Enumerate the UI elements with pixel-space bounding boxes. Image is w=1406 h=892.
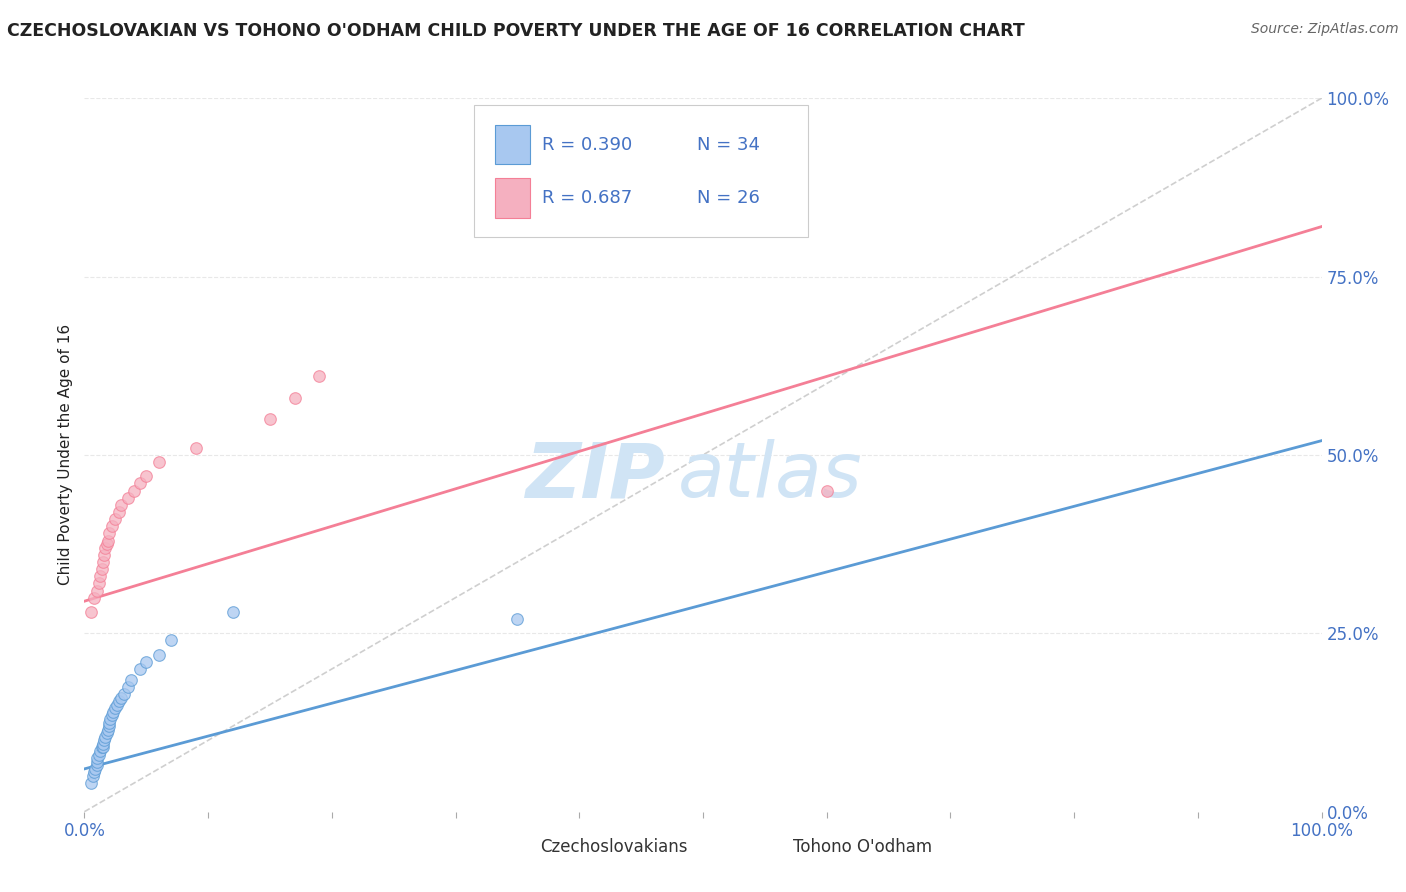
Point	[506, 612, 529, 626]
Point	[101, 705, 124, 719]
Point	[83, 765, 105, 780]
Text: CZECHOSLOVAKIAN VS TOHONO O'ODHAM CHILD POVERTY UNDER THE AGE OF 16 CORRELATION : CZECHOSLOVAKIAN VS TOHONO O'ODHAM CHILD …	[7, 22, 1025, 40]
Point	[86, 758, 108, 772]
Text: Czechoslovakians: Czechoslovakians	[540, 838, 688, 856]
Point	[86, 751, 108, 765]
Point	[105, 698, 128, 712]
Point	[160, 633, 183, 648]
Text: R = 0.687: R = 0.687	[543, 189, 633, 207]
Point	[93, 733, 115, 747]
Point	[112, 687, 135, 701]
Point	[104, 512, 127, 526]
Text: N = 26: N = 26	[697, 189, 759, 207]
Point	[259, 412, 281, 426]
Point	[83, 591, 105, 605]
Text: ZIP: ZIP	[526, 440, 666, 513]
Point	[89, 569, 111, 583]
Point	[84, 762, 107, 776]
Point	[97, 723, 120, 737]
Point	[89, 747, 111, 762]
Point	[120, 673, 142, 687]
Y-axis label: Child Poverty Under the Age of 16: Child Poverty Under the Age of 16	[58, 325, 73, 585]
Point	[94, 730, 117, 744]
Point	[129, 662, 152, 676]
Point	[148, 648, 170, 662]
Point	[100, 708, 122, 723]
Point	[184, 441, 207, 455]
FancyBboxPatch shape	[747, 831, 780, 863]
Text: R = 0.390: R = 0.390	[543, 136, 633, 153]
FancyBboxPatch shape	[492, 831, 527, 863]
Point	[89, 576, 111, 591]
Point	[86, 583, 108, 598]
Point	[100, 519, 122, 533]
Point	[97, 533, 120, 548]
Point	[122, 483, 145, 498]
Point	[98, 715, 121, 730]
Point	[117, 491, 139, 505]
Point	[91, 555, 114, 569]
Point	[98, 526, 121, 541]
Point	[79, 776, 101, 790]
Text: Tohono O'odham: Tohono O'odham	[793, 838, 932, 856]
Point	[89, 744, 111, 758]
Point	[129, 476, 152, 491]
Text: Source: ZipAtlas.com: Source: ZipAtlas.com	[1251, 22, 1399, 37]
Point	[98, 712, 121, 726]
Point	[79, 605, 101, 619]
Point	[94, 541, 117, 555]
Point	[135, 469, 157, 483]
Text: N = 34: N = 34	[697, 136, 759, 153]
Point	[108, 694, 131, 708]
Point	[86, 755, 108, 769]
Point	[110, 690, 132, 705]
FancyBboxPatch shape	[495, 125, 530, 164]
Point	[308, 369, 330, 384]
Point	[815, 483, 838, 498]
Point	[222, 605, 245, 619]
Point	[90, 562, 112, 576]
FancyBboxPatch shape	[474, 105, 808, 237]
Point	[96, 726, 118, 740]
Text: atlas: atlas	[678, 440, 863, 513]
Point	[91, 740, 114, 755]
FancyBboxPatch shape	[495, 178, 530, 218]
Point	[104, 701, 127, 715]
Point	[82, 769, 104, 783]
Point	[284, 391, 307, 405]
Point	[98, 719, 121, 733]
Point	[135, 655, 157, 669]
Point	[110, 498, 132, 512]
Point	[93, 548, 115, 562]
Point	[117, 680, 139, 694]
Point	[91, 737, 114, 751]
Point	[96, 537, 118, 551]
Point	[108, 505, 131, 519]
Point	[148, 455, 170, 469]
Point	[90, 740, 112, 755]
